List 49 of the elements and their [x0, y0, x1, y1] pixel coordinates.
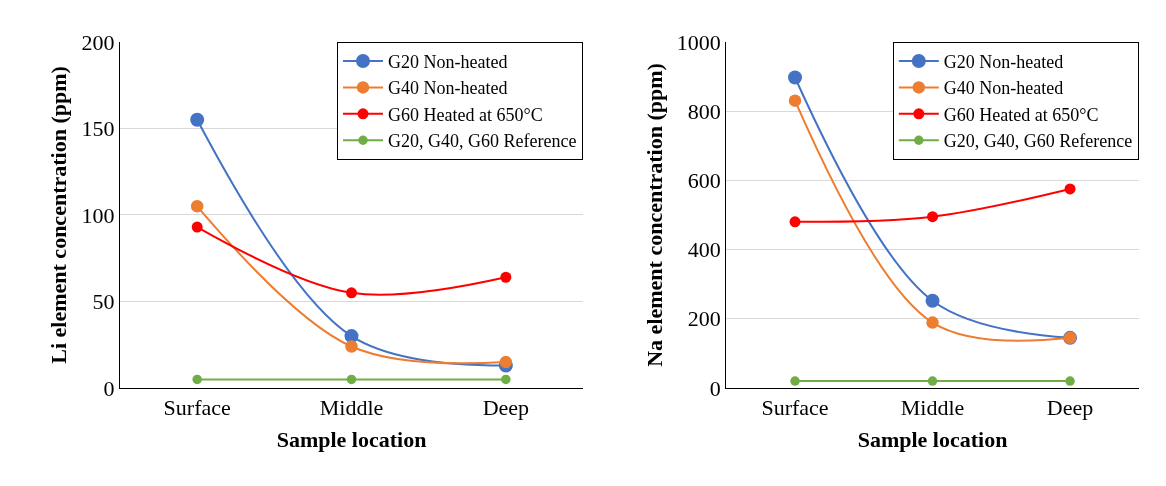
x-tick-label: Middle — [900, 395, 965, 421]
y-tick-label: 1000 — [676, 29, 721, 55]
point — [501, 374, 511, 385]
point — [190, 200, 204, 213]
point — [346, 287, 358, 299]
y-axis-title: Li element concentration (ppm) — [46, 66, 72, 364]
legend-label: G20 Non-heated — [943, 52, 1064, 73]
point — [927, 211, 939, 223]
x-tick-label: Middle — [319, 395, 384, 421]
x-tick-label: Deep — [482, 395, 530, 421]
point — [788, 70, 803, 85]
legend-label: G20, G40, G60 Reference — [388, 131, 577, 152]
legend-label: G20 Non-heated — [388, 52, 508, 73]
point — [788, 94, 802, 107]
y-tick-label: 150 — [81, 116, 115, 142]
x-axis-title: Sample location — [857, 427, 1008, 453]
y-tick-label: 400 — [687, 237, 721, 263]
point — [1064, 183, 1076, 195]
y-tick-label: 50 — [92, 289, 115, 315]
x-tick-label: Surface — [761, 395, 829, 421]
y-axis-title: Na element concentration (ppm) — [641, 63, 667, 367]
y-tick-label: 200 — [81, 29, 115, 55]
legend-label: G60 Heated at 650°C — [943, 104, 1099, 125]
point — [925, 293, 940, 308]
y-tick-label: 200 — [687, 306, 721, 332]
y-tick-label: 600 — [687, 168, 721, 194]
legend-label: G20, G40, G60 Reference — [943, 131, 1133, 152]
point — [192, 374, 202, 385]
point — [1065, 376, 1075, 386]
point — [190, 112, 205, 127]
legend-label: G40 Non-heated — [388, 78, 508, 99]
x-tick-label: Surface — [163, 395, 231, 421]
y-tick-label: 0 — [709, 375, 721, 401]
x-axis-title: Sample location — [276, 427, 427, 453]
point — [789, 216, 801, 228]
point — [499, 355, 513, 369]
point — [500, 271, 512, 283]
point — [927, 376, 938, 386]
y-tick-label: 100 — [81, 202, 115, 228]
legend-label: G40 Non-heated — [943, 78, 1064, 99]
point — [345, 340, 358, 353]
y-tick-label: 0 — [103, 375, 115, 401]
x-tick-label: Deep — [1046, 395, 1094, 421]
point — [790, 376, 800, 386]
point — [191, 221, 203, 233]
legend-label: G60 Heated at 650°C — [388, 104, 543, 125]
point — [926, 316, 939, 329]
point — [346, 374, 357, 385]
y-tick-label: 800 — [687, 98, 721, 124]
